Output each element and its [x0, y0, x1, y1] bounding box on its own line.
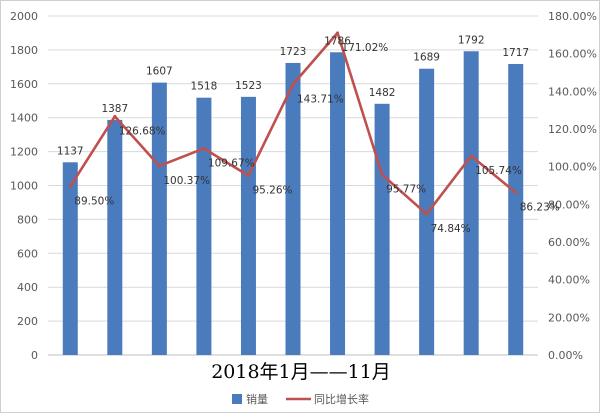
right-tick-label: 40.00% — [548, 274, 590, 287]
bar-value-label: 1518 — [191, 81, 218, 93]
sales-bar — [240, 96, 256, 355]
period-subtitle: 2018年1月——11月 — [211, 361, 391, 383]
sales-bar — [463, 51, 479, 355]
sales-bar — [508, 63, 524, 355]
growth-value-label: 126.68% — [119, 125, 166, 137]
left-tick-label: 200 — [17, 315, 38, 328]
left-tick-label: 0 — [31, 349, 38, 362]
growth-point — [514, 191, 518, 195]
sales-bar — [62, 162, 78, 355]
growth-point — [246, 174, 250, 178]
left-tick-label: 1200 — [10, 146, 38, 159]
legend-line-label: 同比增长率 — [314, 392, 369, 406]
left-axis-ticks: 0 200 400 600 800 1000 1200 1400 1600 1800 2000 — [10, 10, 38, 362]
left-tick-label: 400 — [17, 281, 38, 294]
growth-point — [113, 114, 117, 118]
right-tick-label: 100.00% — [548, 161, 597, 174]
growth-point — [469, 154, 473, 158]
sales-bars — [62, 51, 524, 356]
growth-value-label: 86.23% — [520, 202, 560, 214]
legend: 销量 同比增长率 — [232, 392, 369, 406]
bar-value-label: 1786 — [324, 35, 351, 47]
bar-value-label: 1607 — [146, 66, 173, 78]
bar-value-label: 1387 — [101, 103, 128, 115]
sales-bar — [330, 52, 346, 355]
left-tick-label: 600 — [17, 247, 38, 260]
left-tick-label: 800 — [17, 213, 38, 226]
legend-bar-label: 销量 — [246, 392, 268, 406]
growth-value-label: 143.71% — [297, 93, 344, 105]
legend-bar-swatch — [232, 394, 242, 404]
right-tick-label: 60.00% — [548, 236, 590, 249]
bar-value-label: 1723 — [280, 46, 307, 58]
right-tick-label: 80.00% — [548, 198, 590, 211]
line-value-labels: 89.50% 126.68% 100.37% 109.67% 95.26% 143.71%… — [74, 42, 560, 235]
right-tick-label: 180.00% — [548, 10, 597, 23]
growth-value-label: 100.37% — [163, 175, 210, 187]
growth-value-label: 89.50% — [74, 195, 114, 207]
left-tick-label: 1600 — [10, 78, 38, 91]
growth-point — [157, 164, 161, 168]
growth-value-label: 171.02% — [342, 42, 389, 54]
sales-bar — [107, 119, 123, 355]
growth-value-label: 95.77% — [386, 184, 426, 196]
sales-bar — [285, 62, 301, 355]
growth-point — [336, 31, 340, 35]
right-tick-label: 20.00% — [548, 311, 590, 324]
bar-value-label: 1689 — [413, 52, 440, 64]
growth-value-label: 95.26% — [252, 185, 292, 197]
right-tick-label: 140.00% — [548, 85, 597, 98]
right-tick-label: 160.00% — [548, 48, 597, 61]
growth-point — [425, 212, 429, 216]
left-tick-label: 1800 — [10, 44, 38, 57]
growth-point — [380, 173, 384, 177]
growth-point — [202, 146, 206, 150]
sales-bar — [151, 82, 167, 356]
growth-point — [68, 184, 72, 188]
sales-bar — [196, 97, 212, 355]
bar-value-label: 1523 — [235, 80, 262, 92]
left-tick-label: 2000 — [10, 10, 38, 23]
growth-line-layer — [68, 31, 518, 216]
right-tick-label: 0.00% — [548, 349, 583, 362]
right-tick-label: 120.00% — [548, 123, 597, 136]
sales-bar — [374, 103, 390, 356]
bar-value-label: 1717 — [502, 47, 529, 59]
bar-value-label: 1792 — [458, 34, 485, 46]
growth-value-label: 105.74% — [475, 165, 522, 177]
growth-value-label: 74.84% — [431, 223, 471, 235]
left-tick-label: 1400 — [10, 112, 38, 125]
growth-point — [291, 82, 295, 86]
sales-bar — [419, 68, 435, 355]
bar-value-label: 1137 — [57, 145, 84, 157]
right-axis-ticks: 0.00% 20.00% 40.00% 60.00% 80.00% 100.00% 120.… — [548, 10, 597, 362]
bar-value-labels: 1137 1387 1607 1518 1523 1723 1786 1482 1689 1792… — [57, 34, 529, 157]
left-tick-label: 1000 — [10, 180, 38, 193]
bar-value-label: 1482 — [369, 87, 396, 99]
growth-value-label: 109.67% — [208, 157, 255, 169]
